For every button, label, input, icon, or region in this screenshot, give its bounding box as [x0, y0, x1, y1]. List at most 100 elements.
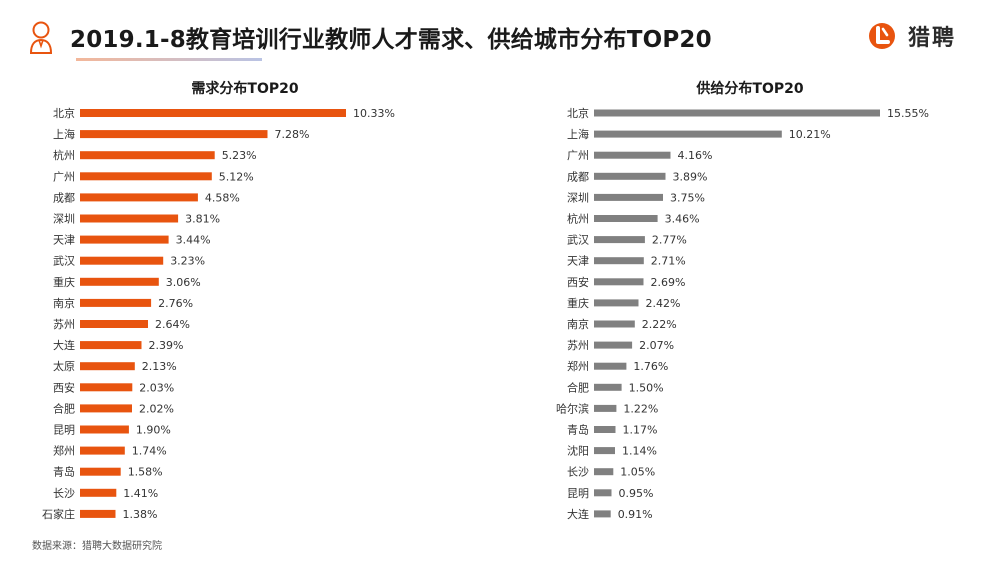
supply-bar [594, 130, 782, 138]
demand-value-label: 5.23% [222, 149, 257, 162]
supply-category-label: 广州 [567, 149, 589, 162]
demand-category-label: 合肥 [53, 401, 75, 415]
demand-value-label: 2.13% [142, 360, 177, 373]
demand-chart-title: 需求分布TOP20 [191, 81, 299, 97]
supply-bar [594, 341, 633, 349]
supply-value-label: 2.42% [646, 297, 681, 310]
demand-bar [80, 109, 346, 117]
demand-bar [80, 256, 164, 265]
supply-bar [594, 278, 644, 286]
supply-value-label: 2.22% [642, 318, 677, 331]
supply-value-label: 2.77% [652, 234, 687, 247]
demand-bar [80, 151, 215, 160]
supply-category-label: 昆明 [567, 487, 589, 500]
page-title: 2019.1-8教育培训行业教师人才需求、供给城市分布TOP20 [70, 27, 712, 53]
demand-category-label: 杭州 [53, 148, 75, 162]
demand-bar [80, 298, 152, 307]
demand-category-label: 太原 [53, 360, 75, 373]
demand-bar [80, 277, 159, 286]
supply-bar [594, 510, 611, 518]
demand-category-label: 郑州 [53, 444, 75, 458]
demand-value-label: 4.58% [205, 191, 240, 204]
supply-category-label: 苏州 [567, 339, 589, 352]
demand-category-label: 上海 [53, 127, 75, 141]
demand-bar [80, 235, 169, 244]
demand-bar [80, 488, 117, 497]
demand-bar [80, 341, 142, 350]
title-underline [76, 58, 262, 61]
demand-bar [80, 446, 125, 455]
demand-value-label: 1.90% [136, 424, 171, 437]
demand-category-label: 青岛 [53, 465, 75, 479]
supply-value-label: 0.95% [619, 487, 654, 500]
demand-category-label: 天津 [53, 234, 75, 247]
supply-value-label: 3.46% [665, 213, 700, 226]
supply-bar [594, 257, 644, 265]
demand-bar [80, 467, 121, 476]
supply-value-label: 2.71% [651, 255, 686, 268]
demand-value-label: 3.06% [166, 276, 201, 289]
demand-category-label: 西安 [53, 380, 75, 394]
demand-value-label: 2.39% [149, 339, 184, 352]
demand-bar [80, 193, 198, 202]
supply-category-label: 成都 [567, 170, 589, 183]
demand-category-label: 南京 [53, 296, 75, 310]
supply-value-label: 2.07% [639, 339, 674, 352]
demand-category-label: 广州 [53, 170, 75, 183]
demand-value-label: 2.03% [139, 381, 174, 394]
header: 2019.1-8教育培训行业教师人才需求、供给城市分布TOP20 猎聘 [0, 0, 1000, 70]
logo-text: 猎聘 [908, 26, 957, 51]
demand-category-label: 长沙 [53, 487, 75, 500]
demand-bar [80, 509, 116, 518]
demand-chart: 需求分布TOP20 北京 10.33% 上海 7.28% 杭州 5.23% 广州 5.12% 成… [30, 78, 460, 533]
supply-category-label: 上海 [567, 127, 589, 141]
supply-bar [594, 426, 616, 433]
supply-value-label: 15.55% [887, 107, 929, 120]
supply-category-label: 西安 [567, 275, 589, 289]
supply-bar [594, 320, 635, 328]
supply-category-label: 哈尔滨 [556, 401, 589, 415]
supply-bar [594, 172, 666, 180]
demand-bar [80, 425, 129, 434]
supply-category-label: 北京 [567, 106, 589, 120]
demand-category-label: 成都 [53, 191, 75, 204]
supply-value-label: 3.75% [670, 191, 705, 204]
supply-bar [594, 468, 614, 476]
supply-bar [594, 362, 627, 370]
demand-value-label: 1.38% [123, 508, 158, 521]
supply-category-label: 天津 [567, 255, 589, 268]
supply-category-label: 深圳 [567, 191, 589, 204]
demand-category-label: 重庆 [53, 275, 75, 289]
supply-bar [594, 489, 612, 497]
demand-bar [80, 383, 133, 392]
supply-value-label: 3.89% [673, 170, 708, 183]
supply-value-label: 1.05% [620, 466, 655, 479]
supply-category-label: 大连 [567, 507, 589, 521]
demand-category-label: 北京 [53, 106, 75, 120]
supply-value-label: 1.76% [633, 360, 668, 373]
liepin-logo-icon [869, 23, 895, 49]
supply-value-label: 1.22% [623, 402, 658, 415]
supply-category-label: 合肥 [567, 380, 589, 394]
supply-value-label: 1.14% [622, 445, 657, 458]
demand-value-label: 10.33% [353, 107, 395, 120]
demand-bar [80, 214, 179, 223]
demand-category-label: 大连 [53, 338, 75, 352]
supply-category-label: 武汉 [567, 234, 589, 247]
demand-value-label: 5.12% [219, 170, 254, 183]
supply-category-label: 青岛 [567, 423, 589, 437]
demand-chart-plot: 北京 10.33% 上海 7.28% 杭州 5.23% 广州 5.12% 成都 4.58% 深圳 3.… [42, 106, 395, 521]
demand-category-label: 昆明 [53, 424, 75, 437]
supply-category-label: 郑州 [567, 359, 589, 373]
demand-value-label: 2.02% [139, 402, 174, 415]
data-source: 数据来源：猎聘大数据研究院 [32, 541, 162, 552]
supply-value-label: 10.21% [789, 128, 831, 141]
supply-bar [594, 215, 658, 222]
supply-bar [594, 447, 615, 455]
supply-value-label: 0.91% [618, 508, 653, 521]
demand-bar [80, 320, 148, 328]
demand-value-label: 1.58% [128, 466, 163, 479]
person-icon [29, 21, 53, 54]
supply-category-label: 长沙 [567, 466, 589, 479]
demand-value-label: 2.64% [155, 318, 190, 331]
